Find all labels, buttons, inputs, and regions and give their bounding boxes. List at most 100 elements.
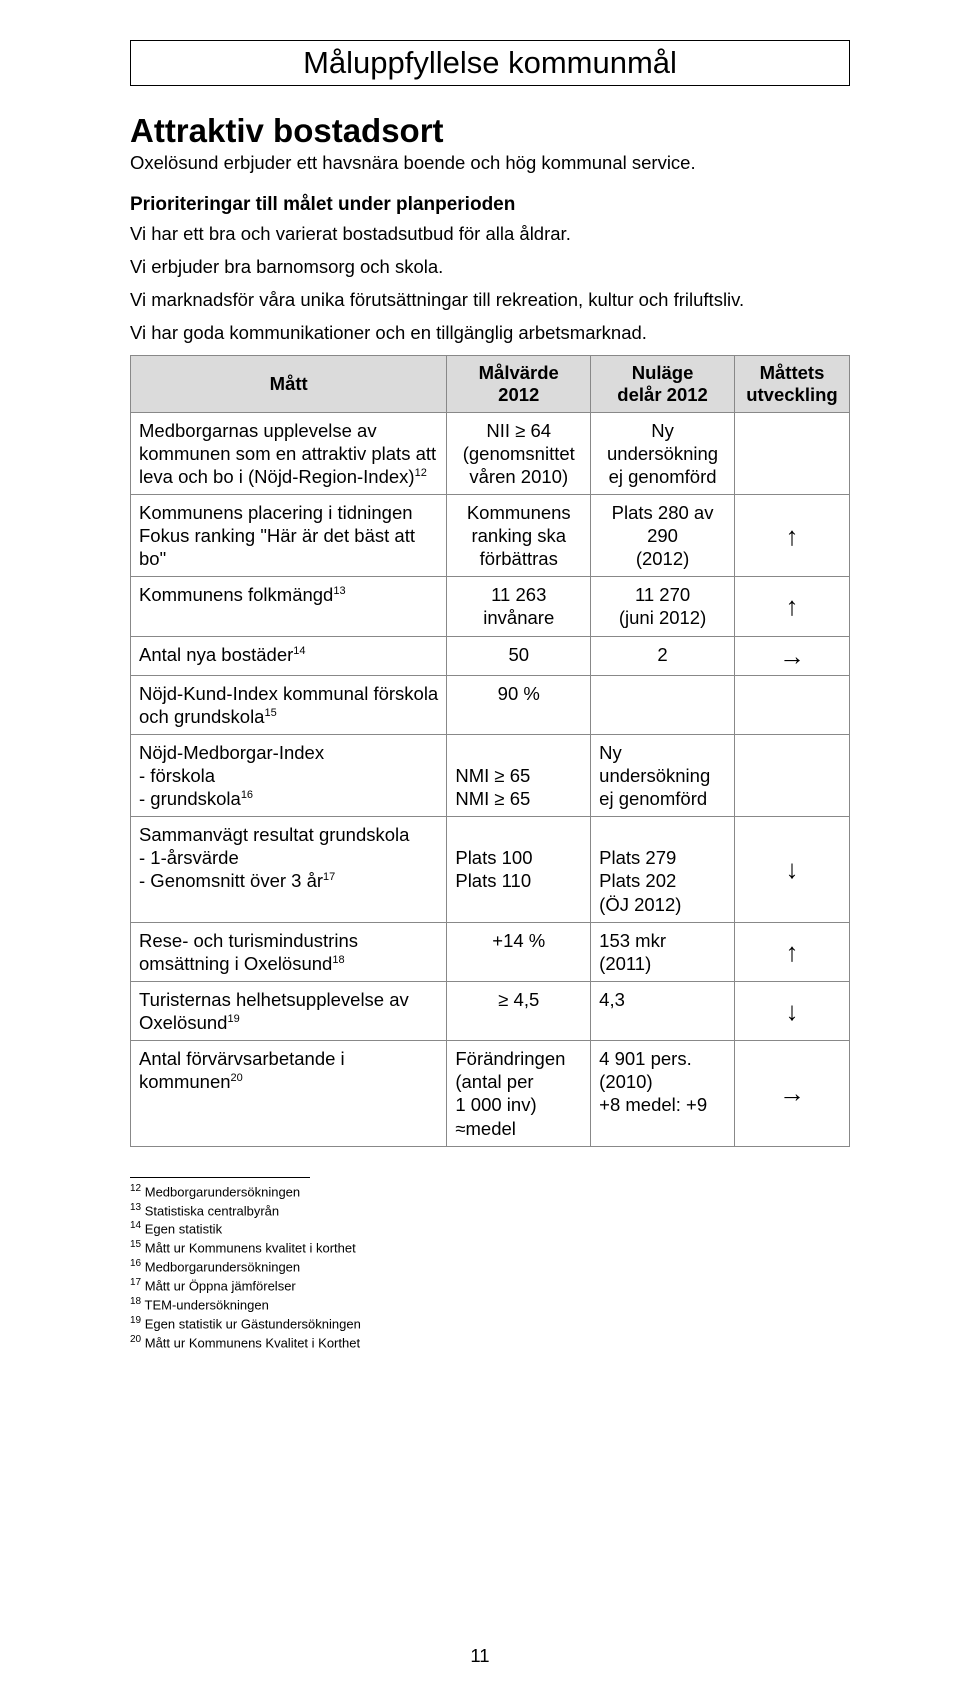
measures-table: Mått Målvärde 2012 Nuläge delår 2012 Måt… [130,355,850,1147]
cell-malvarde: 11 263 invånare [447,577,591,636]
footnote-number: 20 [130,1334,141,1345]
cell-matt: Medborgarnas upplevelse av kommunen som … [131,412,447,494]
measures-body: Medborgarnas upplevelse av kommunen som … [131,412,850,1146]
matt-text: Antal förvärvsarbetande i kommunen [139,1048,345,1092]
page-title: Måluppfyllelse kommunmål [137,45,843,81]
footnote-separator [130,1177,310,1178]
footnote: 15 Mått ur Kommunens kvalitet i korthet [130,1238,850,1257]
cell-trend [734,412,849,494]
cell-malvarde: NMI ≥ 65 NMI ≥ 65 [447,734,591,816]
footnote: 14 Egen statistik [130,1219,850,1238]
table-row: Kommunens placering i tidningen Fokus ra… [131,494,850,576]
cell-matt: Turisternas helhetsupplevelse av Oxelösu… [131,981,447,1040]
table-row: Nöjd-Medborgar-Index - förskola - grunds… [131,734,850,816]
cell-malvarde: Plats 100 Plats 110 [447,817,591,923]
cell-nulage: 2 [591,636,735,675]
cell-trend [734,675,849,734]
priority-line: Vi har ett bra och varierat bostadsutbud… [130,222,850,245]
boxed-title: Måluppfyllelse kommunmål [130,40,850,86]
footnote-number: 18 [130,1296,141,1307]
matt-sup: 19 [227,1013,239,1025]
cell-trend: → [734,1041,849,1147]
footnote-text: Egen statistik [145,1222,222,1237]
matt-text: Medborgarnas upplevelse av kommunen som … [139,420,436,487]
col-header-nulage: Nuläge delår 2012 [591,355,735,412]
footnote-text: Mått ur Öppna jämförelser [145,1278,296,1293]
table-row: Kommunens folkmängd13 11 263 invånare 11… [131,577,850,636]
footnote: 20 Mått ur Kommunens Kvalitet i Korthet [130,1333,850,1352]
cell-malvarde: Förändringen (antal per 1 000 inv) ≈mede… [447,1041,591,1147]
cell-trend: → [734,636,849,675]
footnote: 18 TEM-undersökningen [130,1295,850,1314]
cell-malvarde: NII ≥ 64 (genomsnittet våren 2010) [447,412,591,494]
cell-matt: Nöjd-Kund-Index kommunal förskola och gr… [131,675,447,734]
cell-trend: ↑ [734,922,849,981]
cell-trend [734,734,849,816]
matt-text: Sammanvägt resultat grundskola - 1-årsvä… [139,824,409,891]
footnote-text: Mått ur Kommunens Kvalitet i Korthet [145,1335,360,1350]
section-subline: Oxelösund erbjuder ett havsnära boende o… [130,152,850,174]
matt-sup: 16 [241,789,253,801]
footnote-number: 15 [130,1239,141,1250]
table-row: Medborgarnas upplevelse av kommunen som … [131,412,850,494]
matt-text: Rese- och turismindustrins omsättning i … [139,930,358,974]
priority-line: Vi har goda kommunikationer och en tillg… [130,321,850,344]
priority-line: Vi erbjuder bra barnomsorg och skola. [130,255,850,278]
cell-nulage: Plats 279 Plats 202 (ÖJ 2012) [591,817,735,923]
cell-matt: Nöjd-Medborgar-Index - förskola - grunds… [131,734,447,816]
footnote-number: 16 [130,1258,141,1269]
footnote: 12 Medborgarundersökningen [130,1182,850,1201]
cell-malvarde: Kommunens ranking ska förbättras [447,494,591,576]
footnotes: 12 Medborgarundersökningen 13 Statistisk… [130,1182,850,1352]
matt-sup: 17 [323,871,335,883]
footnote-text: Medborgarundersökningen [145,1259,300,1274]
matt-text: Kommunens folkmängd [139,584,333,605]
matt-sup: 18 [332,954,344,966]
footnote-text: Statistiska centralbyrån [145,1203,279,1218]
col-header-malvarde: Målvärde 2012 [447,355,591,412]
cell-matt: Sammanvägt resultat grundskola - 1-årsvä… [131,817,447,923]
footnote-number: 17 [130,1277,141,1288]
footnote-text: Mått ur Kommunens kvalitet i korthet [145,1241,356,1256]
cell-nulage: Plats 280 av 290 (2012) [591,494,735,576]
table-row: Nöjd-Kund-Index kommunal förskola och gr… [131,675,850,734]
cell-nulage: 153 mkr (2011) [591,922,735,981]
footnote-text: TEM-undersökningen [145,1297,269,1312]
cell-trend: ↑ [734,494,849,576]
cell-matt: Kommunens folkmängd13 [131,577,447,636]
matt-text: Kommunens placering i tidningen Fokus ra… [139,502,415,569]
footnote: 16 Medborgarundersökningen [130,1257,850,1276]
cell-malvarde: ≥ 4,5 [447,981,591,1040]
cell-nulage [591,675,735,734]
matt-sup: 20 [231,1072,243,1084]
footnote-number: 19 [130,1315,141,1326]
table-row: Rese- och turismindustrins omsättning i … [131,922,850,981]
footnote: 13 Statistiska centralbyrån [130,1201,850,1220]
footnote-number: 13 [130,1202,141,1213]
priorities-heading: Prioriteringar till målet under planperi… [130,194,850,216]
cell-nulage: 4 901 pers.(2010) +8 medel: +9 [591,1041,735,1147]
cell-matt: Rese- och turismindustrins omsättning i … [131,922,447,981]
cell-matt: Kommunens placering i tidningen Fokus ra… [131,494,447,576]
matt-sup: 12 [415,467,427,479]
footnote-text: Medborgarundersökningen [145,1184,300,1199]
cell-malvarde: 90 % [447,675,591,734]
cell-malvarde: +14 % [447,922,591,981]
cell-malvarde: 50 [447,636,591,675]
footnote: 19 Egen statistik ur Gästundersökningen [130,1314,850,1333]
cell-trend: ↓ [734,981,849,1040]
cell-trend: ↑ [734,577,849,636]
cell-nulage: Ny undersökning ej genomförd [591,412,735,494]
footnote-text: Egen statistik ur Gästundersökningen [145,1316,361,1331]
table-row: Antal nya bostäder14 50 2 → [131,636,850,675]
col-header-matt: Mått [131,355,447,412]
cell-matt: Antal förvärvsarbetande i kommunen20 [131,1041,447,1147]
cell-trend: ↓ [734,817,849,923]
matt-text: Nöjd-Kund-Index kommunal förskola och gr… [139,683,438,727]
footnote-number: 14 [130,1220,141,1231]
matt-sup: 15 [264,706,276,718]
footnote: 17 Mått ur Öppna jämförelser [130,1276,850,1295]
page-number: 11 [0,1645,960,1667]
table-row: Turisternas helhetsupplevelse av Oxelösu… [131,981,850,1040]
footnote-number: 12 [130,1183,141,1194]
